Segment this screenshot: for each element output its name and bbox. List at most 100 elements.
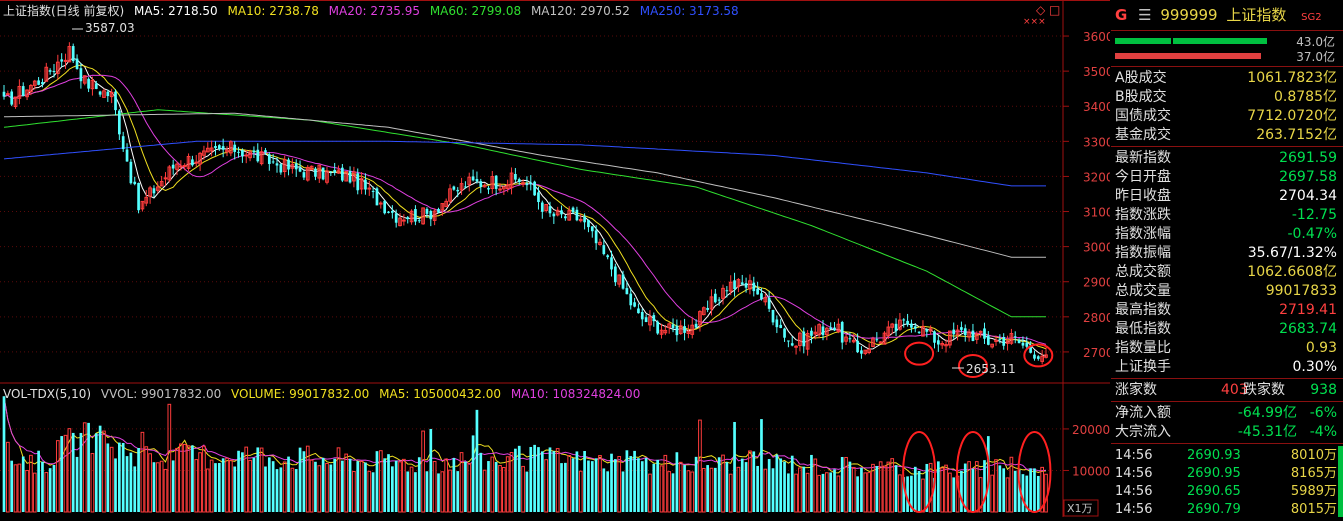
volume-bar — [44, 472, 49, 513]
candle-body — [121, 136, 125, 149]
candle-body — [736, 279, 741, 288]
candle-body — [813, 331, 818, 335]
volume-bar — [633, 450, 636, 512]
candle-body — [698, 311, 702, 326]
price-tick-label: 2900 — [1083, 276, 1110, 290]
volume-bar — [356, 461, 360, 512]
volume-bar — [886, 461, 891, 513]
volume-bar — [452, 458, 456, 512]
volume-bar — [37, 450, 40, 512]
panel-scrollbar[interactable] — [1338, 446, 1343, 517]
candle-body — [728, 281, 733, 292]
volume-bar — [448, 469, 452, 513]
volume-bar — [21, 456, 25, 512]
candle-body — [713, 293, 717, 303]
volume-bar — [114, 458, 117, 512]
candle-body — [479, 181, 483, 187]
candle-body — [640, 311, 644, 320]
candle-body — [217, 145, 221, 149]
candle-body — [364, 179, 367, 190]
volume-bar — [717, 457, 721, 512]
volume-bar — [790, 455, 794, 512]
ma20-line — [3, 74, 1047, 345]
candle-body — [125, 149, 129, 162]
ma250-label: MA250: 3173.58 — [640, 4, 739, 18]
volume-bar — [94, 433, 98, 512]
candle-body — [706, 307, 709, 310]
tick-row: 14:56 2690.79 8015万 — [1115, 502, 1337, 517]
volume-bar — [928, 462, 933, 513]
volume-bar — [910, 475, 913, 512]
volume-bar — [1005, 477, 1010, 513]
volume-bar — [578, 470, 583, 513]
candle-body — [629, 293, 633, 306]
volume-bar — [102, 430, 106, 513]
volume-bar — [375, 451, 379, 512]
volume-bar — [309, 459, 314, 513]
volume-bar — [701, 467, 706, 513]
volume-bar — [882, 465, 887, 513]
stat-row: 最低指数 2683.74 — [1115, 321, 1337, 337]
volume-bar — [898, 474, 902, 513]
volume-bar — [686, 470, 691, 513]
candle-body — [567, 210, 572, 221]
volume-bar — [675, 452, 679, 512]
candle-body — [75, 58, 79, 70]
panel-title-separator — [1111, 30, 1343, 31]
kline-chart[interactable]: 2700 2800 2900 3000 3100 3200 3300 3400 3500 3600… — [0, 0, 1114, 517]
volume-bar — [606, 471, 610, 512]
vol-ma10-label: MA10: 108324824.00 — [511, 387, 641, 401]
volume-title: VOL-TDX(5,10) — [3, 387, 91, 401]
volume-bar — [833, 469, 836, 512]
volume-bar — [294, 469, 298, 512]
buy-bar-value: 43.0亿 — [1296, 35, 1335, 49]
volume-bar — [82, 422, 87, 513]
volume-bar — [352, 471, 356, 513]
diamond-icon[interactable]: ◇ — [1036, 3, 1046, 17]
volume-bar — [1021, 474, 1025, 512]
candle-body — [429, 211, 433, 220]
candle-body — [421, 207, 425, 225]
candle-body — [25, 89, 29, 98]
volume-bar — [191, 445, 194, 512]
volume-bar — [906, 476, 909, 512]
candle-body — [690, 324, 695, 335]
volume-bar — [171, 460, 175, 512]
volume-bar — [748, 450, 752, 513]
volume-bar — [155, 462, 160, 513]
close-crosses-icon[interactable]: ××× — [1023, 17, 1046, 27]
volume-bar — [125, 456, 129, 512]
candle-body — [494, 175, 498, 189]
candle-body — [87, 78, 90, 89]
volume-bar — [290, 467, 295, 513]
stat-row: 指数涨幅 -0.47% — [1115, 226, 1337, 242]
candle-body — [71, 46, 75, 62]
candle-body — [802, 331, 806, 347]
candle-body — [890, 323, 895, 328]
volume-bar — [902, 477, 906, 512]
candle-body — [155, 186, 160, 191]
volume-bar — [48, 468, 52, 512]
chart-area[interactable]: 2700 2800 2900 3000 3100 3200 3300 3400 3500 3600… — [0, 0, 1114, 517]
volume-bar — [359, 460, 364, 513]
volume-bar — [878, 461, 883, 513]
volume-bar — [394, 460, 398, 512]
candle-body — [1021, 342, 1025, 346]
candle-body — [317, 164, 322, 179]
candle-body — [409, 210, 414, 223]
volume-bar — [271, 461, 275, 512]
candle-body — [1044, 354, 1048, 358]
tick-row: 14:56 2690.93 8010万 — [1115, 448, 1337, 463]
volume-bar — [475, 409, 479, 512]
volume-bar — [659, 465, 664, 513]
candle-body — [701, 307, 706, 316]
window-square-icon[interactable]: □ — [1049, 3, 1060, 17]
volume-bar — [1040, 466, 1045, 513]
ma60-label: MA60: 2799.08 — [430, 4, 521, 18]
menu-icon[interactable]: ☰ — [1138, 6, 1152, 24]
candle-body — [717, 299, 721, 301]
candle-body — [271, 161, 275, 163]
panel-code: 999999 — [1160, 6, 1218, 24]
sell-bar-value: 37.0亿 — [1296, 50, 1335, 64]
volume-bar — [471, 435, 475, 512]
